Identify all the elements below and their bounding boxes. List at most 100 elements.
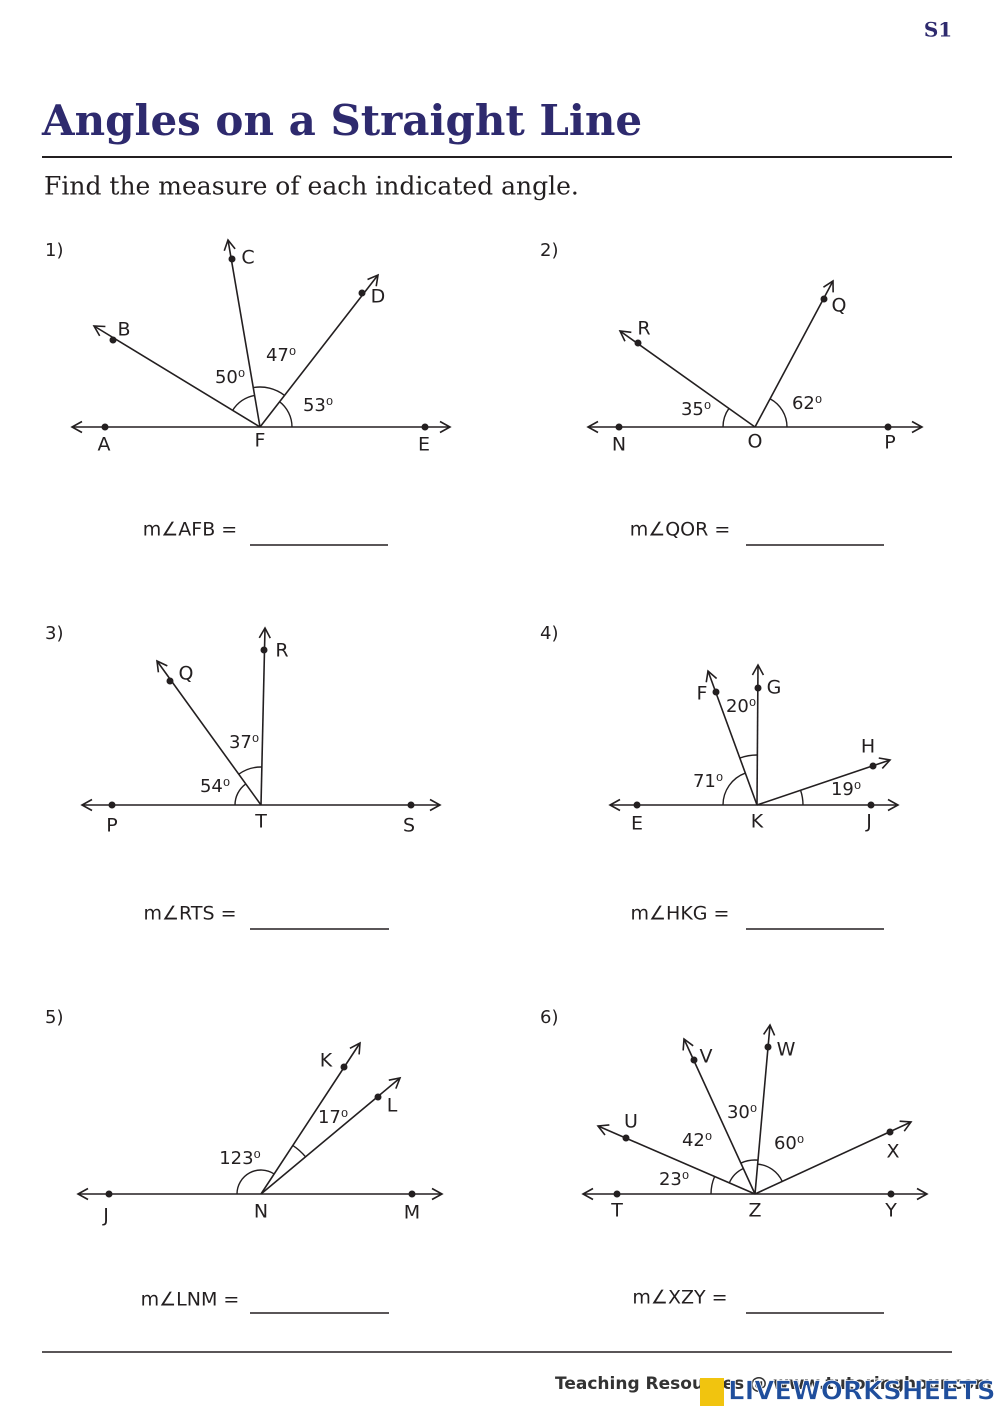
angle-arc (740, 1159, 759, 1164)
arrowhead (751, 663, 765, 676)
arrowhead (70, 420, 83, 434)
point-label: C (241, 247, 254, 269)
arrowhead (92, 325, 106, 337)
problem-number: 3) (45, 623, 63, 644)
point (340, 1063, 348, 1071)
angle-arc (722, 772, 746, 806)
question: m∠LNM = (141, 1289, 240, 1311)
point (764, 1043, 772, 1051)
question: m∠HKG = (631, 903, 730, 925)
title: Angles on a Straight Line (41, 96, 642, 145)
question: m∠XZY = (632, 1287, 727, 1309)
angle-arc (757, 1163, 783, 1182)
arrowhead (349, 1041, 361, 1055)
point-label: J (865, 811, 872, 833)
point-label: Z (748, 1200, 761, 1222)
point-label: P (106, 815, 117, 837)
angle-arc (799, 790, 804, 806)
point (690, 1056, 698, 1064)
point (228, 255, 236, 263)
ray (754, 1121, 912, 1195)
point-label: E (631, 813, 643, 835)
point-label: N (254, 1201, 268, 1223)
footer-credit: Teaching Resources @ www.tutoringhour.co… (555, 1374, 992, 1394)
arrowhead (586, 420, 599, 434)
point-label: N (612, 434, 626, 456)
question: m∠QOR = (630, 519, 731, 541)
arrowhead (899, 1120, 913, 1132)
angle-label: 42⁰ (682, 1130, 712, 1151)
point-label: R (275, 640, 288, 662)
point (408, 1190, 416, 1198)
point-label: U (624, 1111, 638, 1133)
problem-number: 1) (45, 240, 63, 261)
angle-arc (710, 1176, 716, 1195)
question: m∠RTS = (144, 903, 237, 925)
point-label: W (777, 1039, 796, 1061)
point-label: V (700, 1046, 713, 1068)
point-label: Q (179, 663, 194, 685)
arrowhead (258, 626, 271, 639)
point (260, 646, 268, 654)
point-label: H (861, 736, 875, 758)
point-label: P (884, 432, 895, 454)
angle-label: 54⁰ (200, 776, 230, 797)
arrowhead (916, 1187, 929, 1201)
arrowhead (878, 757, 892, 769)
point-label: D (371, 286, 386, 308)
ray (754, 1024, 771, 1195)
angle-label: 17⁰ (318, 1107, 348, 1128)
arrowhead (388, 1076, 402, 1089)
angle-arc (278, 400, 293, 428)
angle-label: 123⁰ (219, 1148, 261, 1169)
logo (700, 1378, 724, 1406)
point-label: G (767, 677, 782, 699)
arrowhead (823, 279, 834, 293)
point-label: E (418, 434, 430, 456)
arrowhead (76, 1187, 89, 1201)
angle-arc (728, 1167, 744, 1184)
point (754, 684, 762, 692)
point-label: M (404, 1202, 420, 1224)
point-label: F (697, 683, 708, 705)
point (358, 289, 366, 297)
point-label: K (751, 811, 764, 833)
point (887, 1190, 895, 1198)
arrowhead (581, 1187, 594, 1201)
angle-arc (234, 783, 247, 806)
arrowhead (431, 1187, 444, 1201)
point (421, 423, 429, 431)
problem-number: 6) (540, 1007, 558, 1028)
sheet-code: S1 (924, 18, 952, 42)
point-label: R (637, 318, 650, 340)
arrowhead (156, 659, 168, 673)
angle-arc (722, 407, 730, 428)
problem-number: 2) (540, 240, 558, 261)
point (820, 295, 828, 303)
arrowhead (429, 798, 442, 812)
point (101, 423, 109, 431)
point-label: F (255, 430, 266, 452)
angle-label: 30⁰ (727, 1102, 757, 1123)
ray (156, 660, 262, 806)
arrowhead (608, 798, 621, 812)
ray (260, 627, 266, 806)
angle-label: 47⁰ (266, 345, 296, 366)
arrowhead (762, 1023, 776, 1036)
angle-label: 71⁰ (693, 771, 723, 792)
arrowhead (705, 669, 718, 683)
point (622, 1134, 630, 1142)
angle-label: 19⁰ (831, 779, 861, 800)
point (374, 1093, 382, 1101)
angle-label: 20⁰ (726, 696, 756, 717)
arrowhead (618, 330, 632, 342)
angle-label: 60⁰ (774, 1133, 804, 1154)
point-label: K (320, 1050, 333, 1072)
arrowhead (223, 238, 236, 252)
point-label: L (387, 1095, 398, 1117)
point (712, 688, 720, 696)
arrowhead (367, 273, 380, 287)
instruction: Find the measure of each indicated angle… (44, 172, 579, 201)
angle-label: 35⁰ (681, 399, 711, 420)
